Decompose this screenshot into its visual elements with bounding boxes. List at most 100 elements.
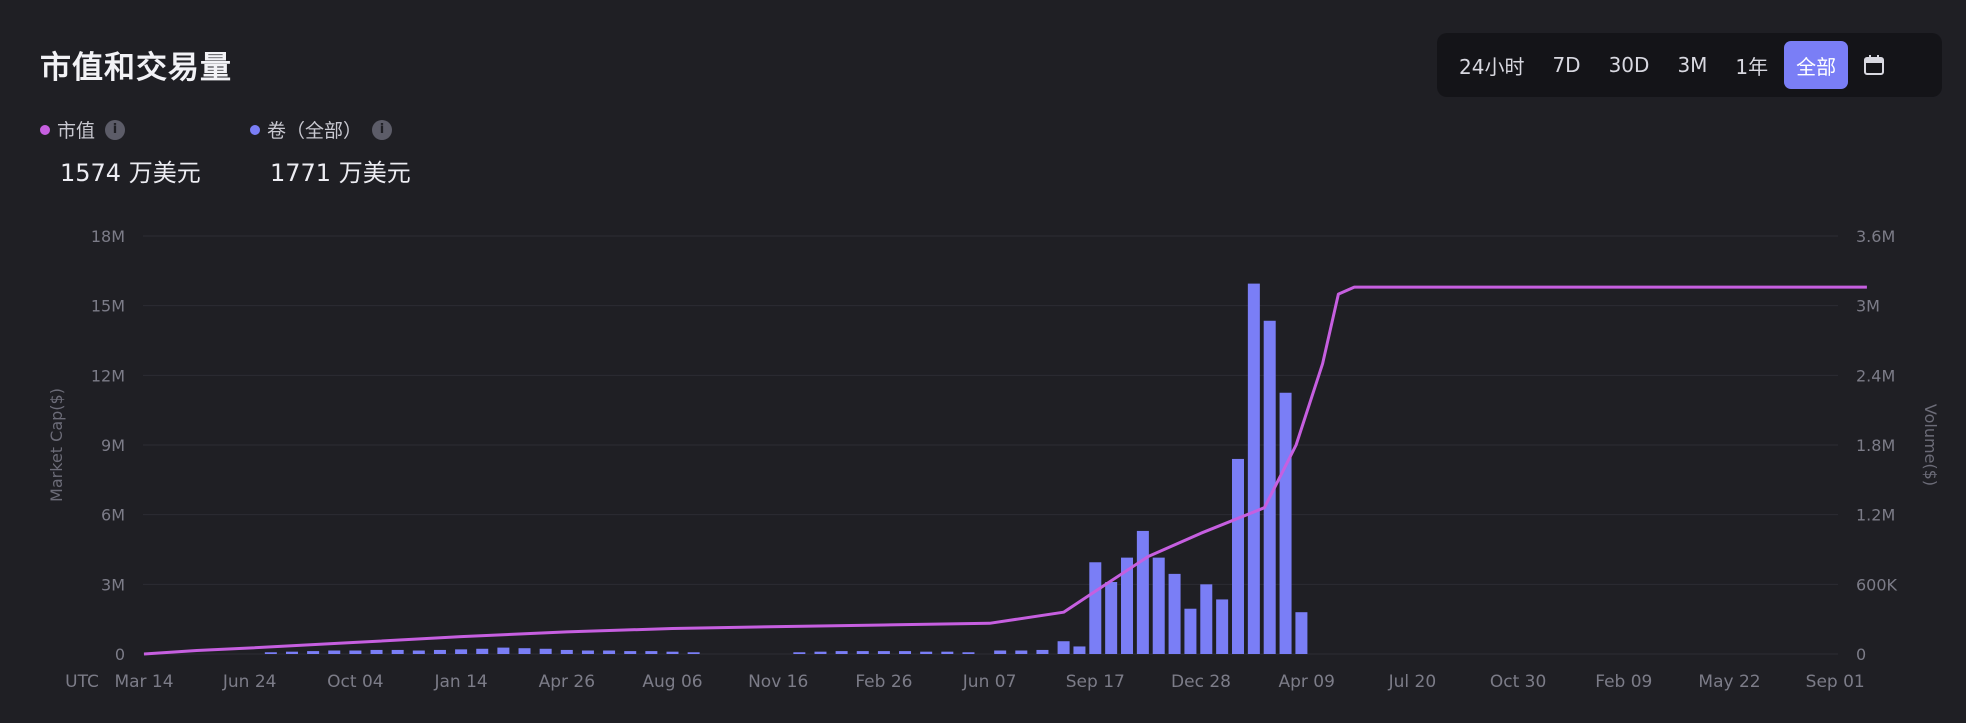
volume-bar [433, 649, 446, 654]
volume-bar [1184, 608, 1197, 654]
volume-bar [962, 652, 975, 654]
volume-bar [1263, 320, 1276, 654]
volume-bar [1073, 646, 1086, 654]
range-24h-button[interactable]: 24小时 [1459, 54, 1525, 79]
volume-bar [856, 651, 869, 654]
x-tick-label: Dec 28 [1171, 672, 1231, 692]
x-tick-label: Apr 09 [1278, 672, 1334, 692]
volume-bar [603, 650, 616, 654]
volume-bar [1216, 599, 1229, 654]
volume-bar [455, 649, 468, 654]
y-right-tick-label: 2.4M [1856, 366, 1895, 385]
y-left-tick-label: 12M [91, 366, 125, 385]
y-right-tick-label: 0 [1856, 645, 1866, 664]
volume-bar [1168, 573, 1181, 654]
volume-bar [1105, 582, 1118, 654]
x-tick-label: May 22 [1698, 672, 1760, 692]
y-right-tick-label: 1.8M [1856, 436, 1895, 455]
volume-bar [1057, 641, 1070, 654]
volume-bar [412, 650, 425, 654]
volume-bar [645, 651, 658, 654]
range-3m-button[interactable]: 3M [1677, 53, 1708, 77]
x-tick-label: Feb 26 [855, 672, 912, 692]
x-tick-label: Aug 06 [642, 672, 702, 692]
y-left-tick-label: 18M [91, 227, 125, 246]
volume-bar [920, 651, 933, 654]
volume-bar [666, 651, 679, 654]
volume-bar [560, 649, 573, 654]
volume-bar [1121, 557, 1134, 654]
legend-volume-label: 卷（全部） [267, 120, 363, 142]
y-left-tick-label: 3M [101, 575, 125, 594]
volume-bar [1295, 612, 1308, 654]
legend-volume: 卷（全部） i 1771 万美元 [250, 116, 411, 188]
legend-market-cap: 市值 i 1574 万美元 [40, 116, 201, 188]
volume-bar [941, 651, 954, 654]
volume-bar [476, 648, 489, 654]
legend-market-cap-label: 市值 [57, 120, 96, 142]
volume-dot [250, 124, 260, 135]
x-tick-label: Feb 09 [1595, 672, 1652, 692]
volume-bar [328, 650, 341, 654]
time-range-selector: 24小时 7D 30D 3M 1年 全部 [1437, 33, 1942, 97]
x-axis-utc-label: UTC [65, 672, 99, 692]
y-right-tick-label: 3.6M [1856, 227, 1895, 246]
volume-bar [1015, 650, 1028, 654]
y-right-tick-label: 1.2M [1856, 506, 1895, 525]
y-right-tick-label: 600K [1856, 575, 1898, 594]
volume-bar [518, 648, 531, 654]
volume-bar [994, 650, 1007, 654]
volume-bar [899, 651, 912, 654]
y-right-axis-label: Volume($) [1921, 404, 1940, 486]
volume-bar [539, 648, 552, 654]
market-cap-line [143, 285, 1867, 656]
volume-bar [1247, 283, 1260, 654]
x-tick-label: Jun 24 [222, 672, 277, 692]
x-tick-label: Jul 20 [1388, 672, 1437, 692]
info-icon[interactable]: i [372, 119, 393, 140]
info-icon[interactable]: i [105, 119, 126, 140]
volume-bar [581, 650, 594, 654]
volume-bar [1089, 562, 1102, 654]
volume-bar [1279, 392, 1292, 654]
market-cap-dot [40, 124, 50, 135]
volume-bar [687, 652, 700, 654]
x-tick-label: Nov 16 [748, 672, 808, 692]
y-left-tick-label: 0 [115, 645, 125, 664]
volume-bar [264, 652, 277, 654]
volume-bar [1152, 557, 1165, 654]
volume-bar [814, 651, 827, 654]
range-7d-button[interactable]: 7D [1552, 53, 1581, 77]
volume-bar [285, 651, 298, 654]
volume-bar [1136, 530, 1149, 654]
volume-bar [370, 649, 383, 654]
x-tick-label: Sep 17 [1066, 672, 1125, 692]
volume-bar [497, 647, 510, 654]
range-all-button[interactable]: 全部 [1784, 41, 1849, 89]
volume-bar [877, 651, 890, 654]
volume-bar [1200, 584, 1213, 654]
range-1y-button[interactable]: 1年 [1735, 54, 1769, 79]
range-30d-button[interactable]: 30D [1608, 53, 1650, 77]
x-tick-label: Apr 26 [539, 672, 595, 692]
volume-bar [1231, 458, 1244, 654]
y-right-tick-label: 3M [1856, 297, 1880, 316]
y-left-tick-label: 6M [101, 506, 125, 525]
legend-market-cap-value: 1574 万美元 [60, 159, 201, 187]
volume-bar [624, 651, 637, 654]
x-tick-label: Jun 07 [962, 672, 1017, 692]
volume-bar [307, 651, 320, 654]
x-tick-label: Sep 01 [1806, 672, 1865, 692]
volume-bar [1036, 649, 1049, 654]
volume-bar [391, 649, 404, 654]
y-left-axis-label: Market Cap($) [47, 388, 66, 502]
volume-bar [835, 651, 848, 654]
volume-bar [349, 650, 362, 654]
y-left-tick-label: 15M [91, 297, 125, 316]
volume-bar [793, 652, 806, 654]
x-tick-label: Oct 30 [1490, 672, 1546, 692]
calendar-icon[interactable] [1852, 41, 1896, 89]
y-left-tick-label: 9M [101, 436, 125, 455]
chart-title: 市值和交易量 [40, 50, 232, 86]
